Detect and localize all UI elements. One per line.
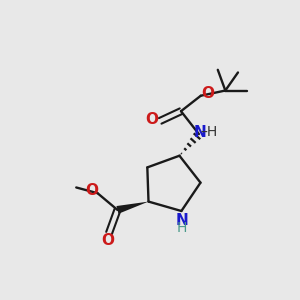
Text: O: O [146,112,159,128]
Text: O: O [85,183,98,198]
Text: N: N [194,125,206,140]
Text: H: H [177,221,187,236]
Text: O: O [201,86,214,101]
Polygon shape [116,202,148,214]
Text: N: N [176,213,188,228]
Text: O: O [102,233,115,248]
Text: –H: –H [200,125,218,139]
